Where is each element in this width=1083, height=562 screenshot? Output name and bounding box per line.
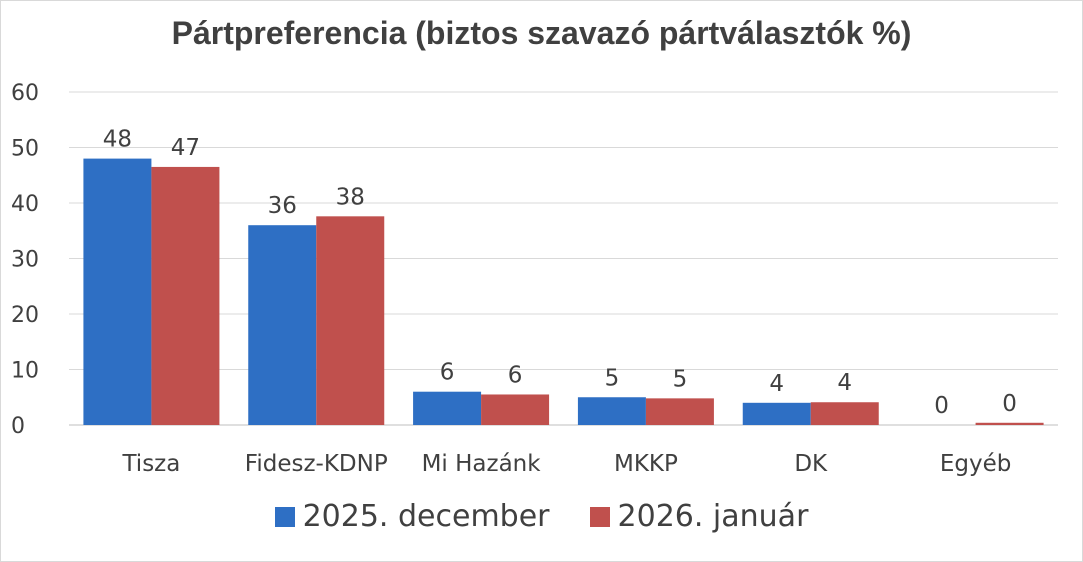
data-label: 6 [508, 362, 523, 388]
data-label: 0 [934, 393, 949, 419]
y-tick-label: 50 [11, 137, 39, 162]
legend-label: 2026. január [617, 499, 809, 534]
data-label: 5 [605, 365, 620, 391]
data-label: 5 [673, 366, 688, 392]
data-label: 48 [103, 127, 132, 153]
bar-januar [151, 166, 220, 426]
y-tick-label: 20 [11, 303, 39, 328]
bar-december [248, 225, 317, 425]
data-label: 36 [268, 193, 297, 219]
bar-januar [975, 422, 1044, 425]
bar-december [413, 391, 482, 425]
x-category-label: Tisza [121, 451, 180, 477]
bar-januar [316, 216, 385, 425]
bar-december [83, 158, 152, 425]
chart-title: Pártpreferencia (biztos szavazó pártvála… [171, 15, 912, 51]
x-category-label: Egyéb [940, 451, 1012, 477]
legend-item-2026-januar: 2026. január [589, 499, 809, 534]
y-tick-label: 10 [11, 359, 39, 384]
x-category-label: MKKP [614, 451, 678, 477]
legend: 2025. december 2026. január [1, 499, 1082, 534]
data-label: 38 [336, 184, 365, 210]
bar-januar [810, 402, 879, 425]
x-category-label: Fidesz-KDNP [245, 451, 388, 477]
legend-swatch-blue [274, 506, 295, 527]
legend-label: 2025. december [302, 499, 550, 534]
bar-december [742, 402, 811, 425]
data-label: 4 [769, 371, 784, 397]
bar-januar [481, 394, 550, 425]
x-category-label: DK [794, 451, 828, 477]
data-label: 0 [1002, 391, 1017, 417]
data-label: 47 [171, 135, 200, 161]
y-tick-label: 40 [11, 192, 39, 217]
x-category-label: Mi Hazánk [422, 451, 542, 477]
legend-swatch-red [589, 506, 610, 527]
legend-item-2025-december: 2025. december [274, 499, 550, 534]
data-label: 6 [440, 360, 455, 386]
bar-december [577, 397, 646, 425]
y-tick-label: 0 [11, 414, 25, 439]
y-tick-label: 30 [11, 248, 39, 273]
y-tick-label: 60 [11, 81, 39, 106]
bar-januar [645, 398, 714, 425]
data-label: 4 [837, 370, 852, 396]
